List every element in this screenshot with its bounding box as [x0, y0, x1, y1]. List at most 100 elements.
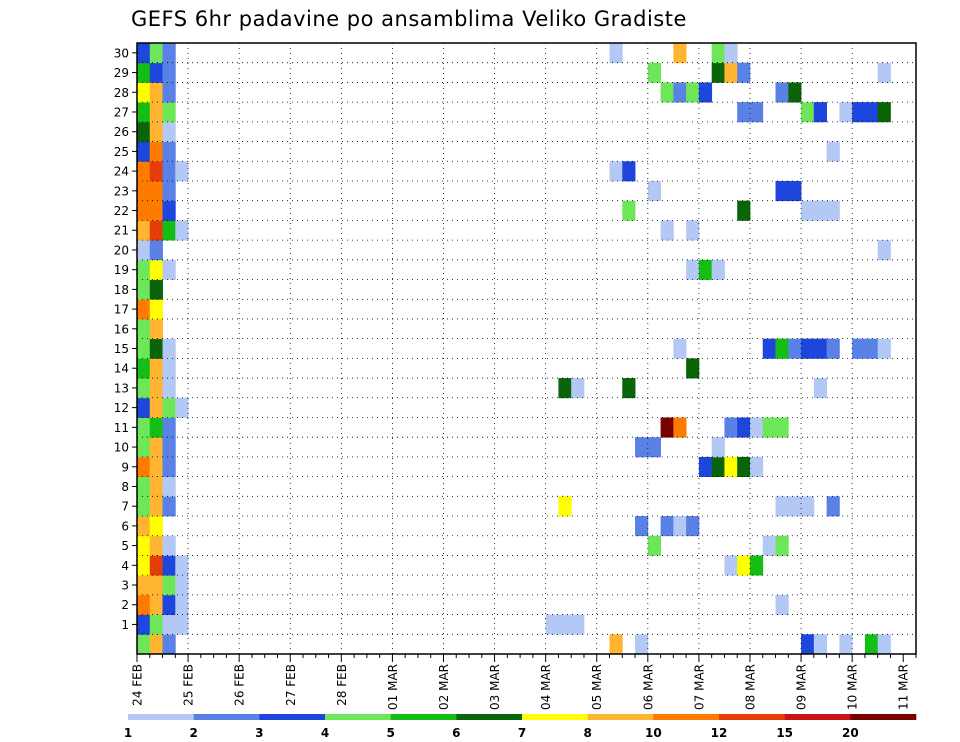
heatmap-cell	[149, 62, 163, 83]
heatmap-cell	[698, 456, 713, 478]
colorbar-swatch	[850, 714, 917, 720]
heatmap-cell	[749, 456, 764, 478]
heatmap-cell	[737, 555, 751, 576]
y-tick-label: 21	[114, 224, 129, 238]
heatmap-cell	[149, 43, 163, 64]
colorbar-swatch	[587, 714, 654, 720]
heatmap-cell	[149, 318, 163, 340]
heatmap-cell	[839, 634, 853, 655]
colorbar-swatch	[259, 714, 326, 720]
heatmap-cell	[660, 82, 674, 103]
heatmap-cell	[137, 279, 151, 300]
colorbar-swatch	[719, 714, 785, 720]
y-tick-label: 9	[121, 460, 129, 474]
heatmap-cell	[813, 338, 828, 359]
heatmap-cell	[826, 496, 840, 517]
heatmap-cell	[175, 220, 189, 241]
heatmap-cell	[149, 299, 163, 320]
y-tick-label: 13	[114, 381, 129, 395]
heatmap-cell	[162, 259, 176, 280]
heatmap-cell	[149, 141, 163, 162]
x-tick-label: 05 MAR	[590, 664, 604, 710]
heatmap-cell	[647, 535, 661, 556]
colorbar-swatch	[784, 714, 851, 720]
heatmap-cell	[635, 516, 649, 537]
heatmap-cell	[686, 82, 700, 103]
heatmap-cell	[762, 535, 776, 556]
heatmap-cell	[149, 456, 163, 478]
y-tick-label: 8	[121, 480, 129, 494]
heatmap-cell	[724, 417, 738, 438]
heatmap-cell	[162, 220, 176, 241]
heatmap-cell	[877, 634, 891, 655]
heatmap-cell	[673, 43, 687, 64]
y-tick-label: 16	[114, 322, 129, 336]
y-tick-label: 19	[114, 263, 129, 277]
heatmap-cell	[686, 220, 700, 241]
y-tick-label: 20	[114, 243, 129, 257]
heatmap-cell	[137, 161, 151, 182]
heatmap-cell	[877, 240, 891, 261]
heatmap-cell	[162, 437, 176, 458]
heatmap-cell	[149, 220, 163, 241]
y-tick-label: 3	[121, 579, 129, 593]
heatmap-cell	[175, 614, 189, 635]
heatmap-cell	[162, 594, 176, 615]
heatmap-cell	[673, 82, 687, 103]
heatmap-cell	[162, 62, 176, 83]
heatmap-cell	[137, 318, 151, 340]
colorbar-label: 4	[321, 726, 329, 740]
heatmap-cell	[149, 555, 163, 576]
heatmap-cell	[175, 397, 189, 418]
x-tick-label: 28 FEB	[335, 664, 349, 706]
heatmap-cell	[749, 102, 764, 123]
y-tick-label: 23	[114, 184, 129, 198]
heatmap-cell	[162, 43, 176, 64]
heatmap-cell	[137, 555, 151, 576]
heatmap-cell	[137, 200, 151, 221]
y-tick-label: 15	[114, 342, 129, 356]
heatmap-cell	[149, 614, 163, 635]
heatmap-cell	[137, 141, 151, 162]
heatmap-cell	[162, 200, 176, 221]
colorbar-swatch	[390, 714, 457, 720]
heatmap-cell	[149, 161, 163, 182]
heatmap-cell	[149, 102, 163, 123]
heatmap-cell	[801, 496, 815, 517]
heatmap-cell	[877, 338, 891, 359]
heatmap-cell	[813, 378, 828, 399]
heatmap-cell	[813, 102, 828, 123]
x-tick-label: 06 MAR	[641, 664, 655, 710]
heatmap-cell	[609, 161, 623, 182]
heatmap-cell	[558, 378, 572, 399]
colorbar-swatch	[456, 714, 523, 720]
heatmap-cell	[137, 358, 151, 379]
heatmap-cell	[162, 575, 176, 596]
heatmap-cell	[622, 200, 636, 221]
heatmap-cell	[162, 358, 176, 379]
heatmap-cell	[762, 338, 776, 359]
y-tick-label: 26	[114, 125, 129, 139]
heatmap-cell	[826, 141, 840, 162]
heatmap-cell	[788, 496, 802, 517]
colorbar-label: 8	[583, 726, 591, 740]
heatmap-cell	[149, 496, 163, 517]
heatmap-cell	[801, 634, 815, 655]
heatmap-cell	[749, 417, 764, 438]
heatmap-cell	[571, 614, 585, 635]
y-tick-label: 30	[114, 46, 129, 60]
heatmap-cell	[775, 338, 789, 359]
y-tick-label: 29	[114, 66, 129, 80]
y-tick-label: 24	[114, 165, 129, 179]
heatmap-cell	[775, 82, 789, 103]
heatmap-cell	[609, 634, 623, 655]
colorbar-label: 1	[124, 726, 132, 740]
heatmap-cell	[137, 240, 151, 261]
heatmap-cell	[137, 575, 151, 596]
heatmap-cells	[137, 43, 891, 655]
heatmap-cell	[137, 62, 151, 83]
heatmap-cell	[137, 437, 151, 458]
heatmap-cell	[137, 614, 151, 635]
y-tick-label: 5	[121, 539, 129, 553]
heatmap-cell	[137, 496, 151, 517]
